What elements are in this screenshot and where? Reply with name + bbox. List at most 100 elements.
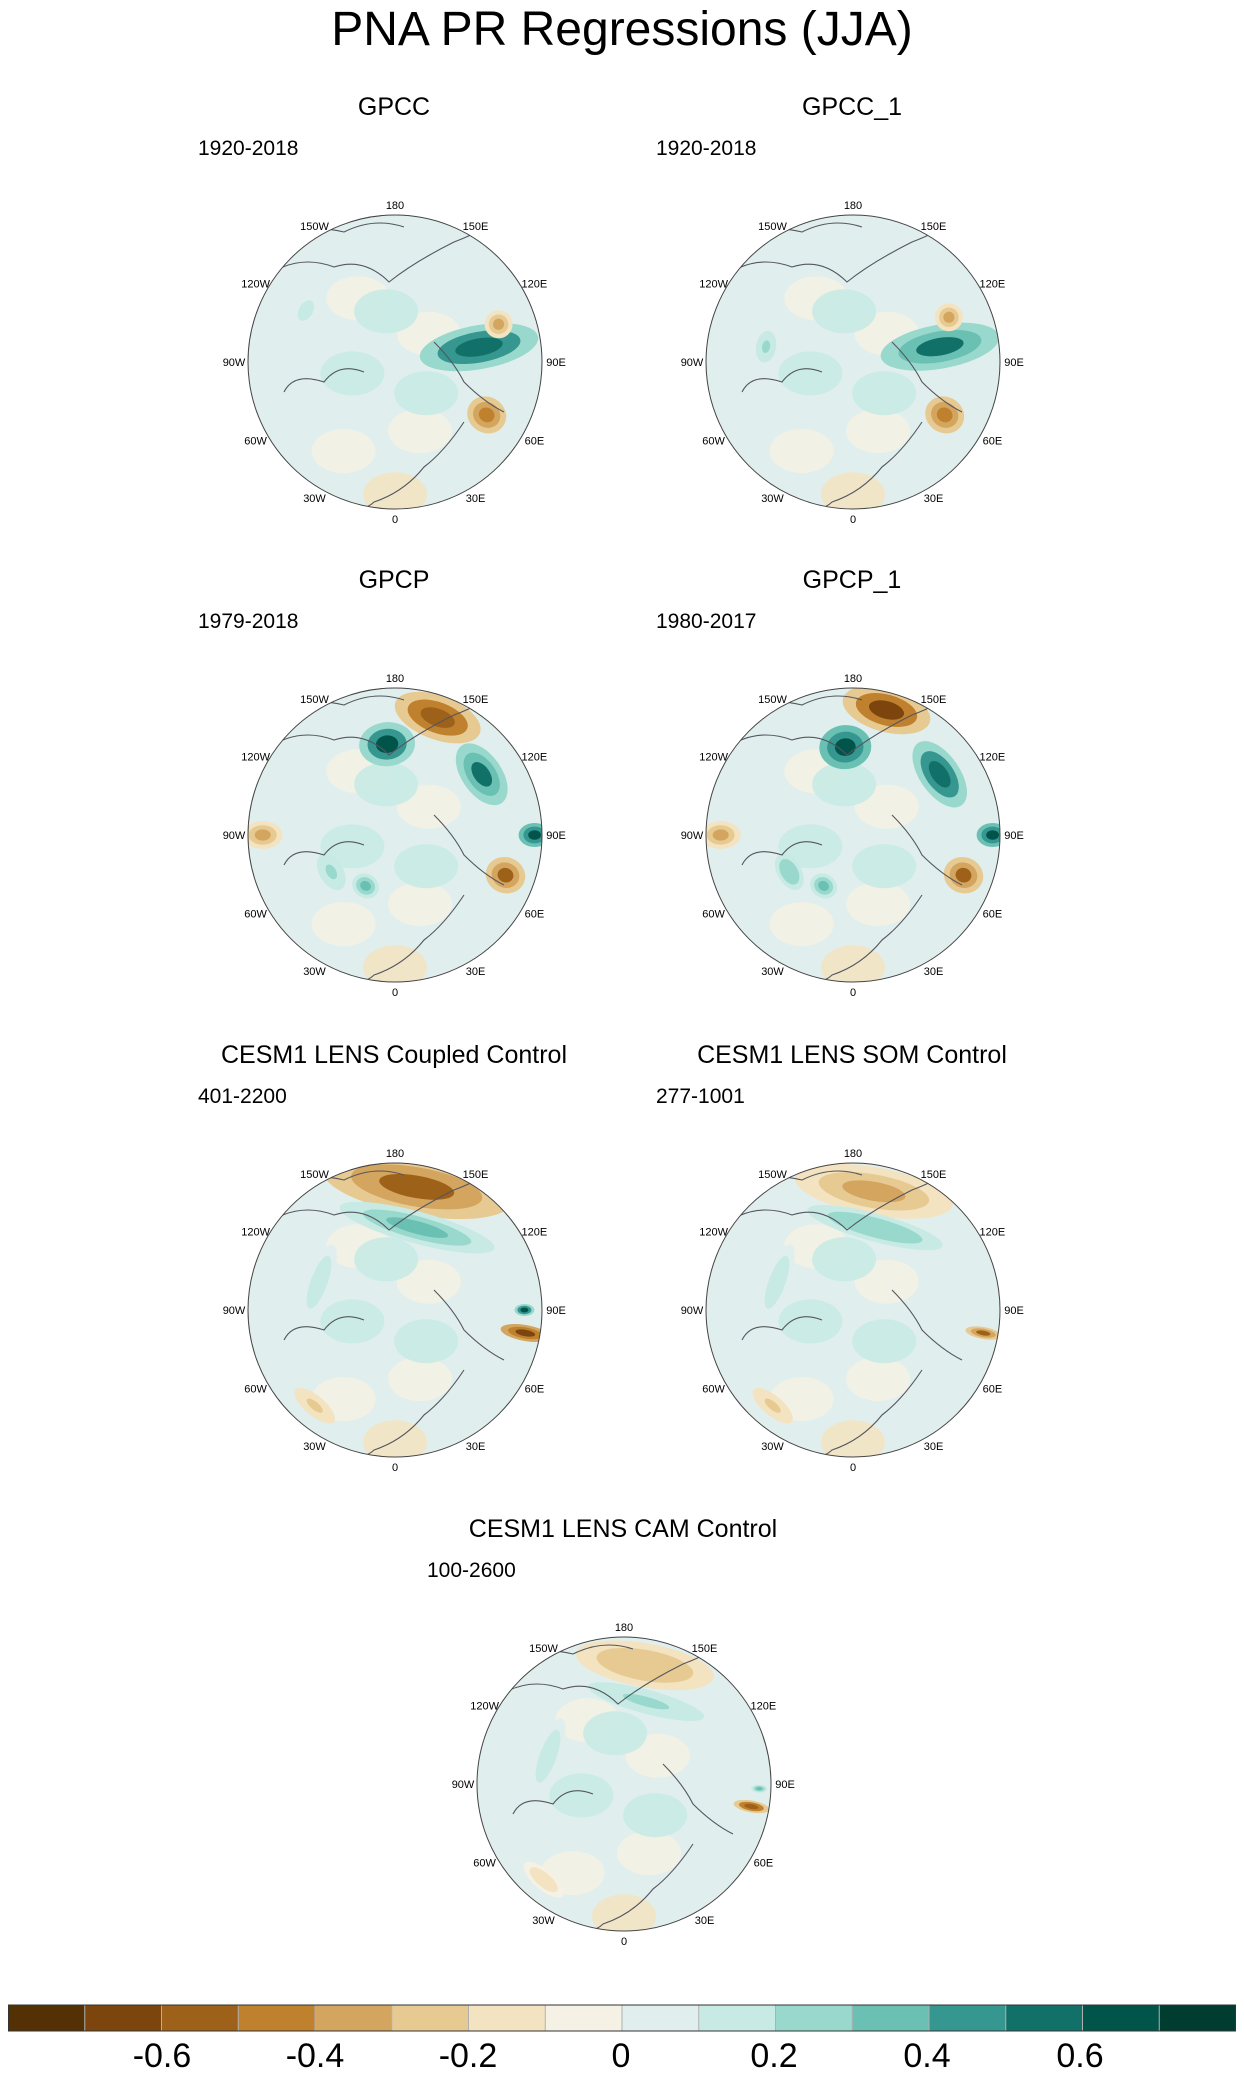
- longitude-label: 60E: [525, 1384, 545, 1396]
- anomaly-contour: [762, 340, 771, 354]
- map-panel: GPCC 1920-2018 180 150E 120E 90E 60E 30E 0 30W 6…: [164, 92, 624, 562]
- anomaly-contour: [471, 761, 493, 787]
- anomaly-contour: [744, 1803, 759, 1810]
- longitude-label: 90E: [546, 357, 566, 369]
- colorbar: [8, 2004, 1236, 2032]
- longitude-label: 60E: [983, 1384, 1003, 1396]
- longitude-label: 180: [615, 1622, 633, 1634]
- weak-anomaly-patch: [778, 824, 843, 869]
- longitude-label: 90E: [1004, 830, 1024, 842]
- coastline: [741, 1316, 823, 1341]
- longitude-label: 150E: [463, 221, 489, 233]
- anomaly-contour: [311, 1267, 327, 1298]
- weak-anomaly-patch: [320, 1299, 385, 1344]
- colorbar-tick-label: 0: [611, 2037, 631, 2075]
- longitude-label: 0: [850, 987, 856, 999]
- colorbar-tick-label: -0.6: [132, 2037, 192, 2075]
- longitude-label: 60W: [702, 1384, 725, 1396]
- anomaly-contour: [515, 1329, 536, 1337]
- colorbar-swatch: [545, 2005, 623, 2031]
- longitude-label: 0: [850, 1462, 856, 1474]
- weak-anomaly-patch: [394, 844, 459, 889]
- weak-anomaly-patch: [846, 409, 911, 454]
- longitude-label: 60W: [702, 909, 725, 921]
- longitude-label: 30W: [303, 1441, 326, 1453]
- longitude-label: 60W: [244, 909, 267, 921]
- anomaly-contour: [528, 830, 542, 840]
- anomaly-contour: [756, 1787, 763, 1791]
- longitude-label: 150W: [300, 694, 329, 706]
- longitude-label: 180: [386, 200, 404, 212]
- colorbar-swatch: [622, 2005, 700, 2031]
- weak-anomaly-patch: [354, 762, 419, 807]
- weak-anomaly-patch: [769, 902, 834, 947]
- map-panel: GPCC_1 1920-2018 180 150E 120E 90E 60E 30E 0 30…: [622, 92, 1082, 562]
- coastline: [283, 368, 365, 393]
- longitude-label: 120W: [699, 1227, 728, 1239]
- colorbar-tick-label: -0.2: [438, 2037, 498, 2075]
- longitude-label: 30E: [466, 1441, 486, 1453]
- anomaly-contour: [493, 318, 505, 330]
- longitude-label: 150W: [758, 1169, 787, 1181]
- weak-anomaly-patch: [388, 409, 453, 454]
- polar-map: 180 150E 120E 90E 60E 30E 0 30W 60W 90W 120W 150W: [681, 200, 1024, 526]
- longitude-label: 60E: [754, 1858, 774, 1870]
- weak-anomaly-patch: [846, 882, 911, 927]
- anomaly-contour: [818, 880, 830, 891]
- anomaly-contour: [976, 1330, 991, 1336]
- anomaly-contour: [943, 311, 955, 323]
- colorbar-swatch: [929, 2005, 1007, 2031]
- longitude-label: 30E: [466, 493, 486, 505]
- longitude-label: 150E: [692, 1643, 718, 1655]
- weak-anomaly-patch: [769, 429, 834, 474]
- longitude-label: 150W: [758, 221, 787, 233]
- anomaly-contour: [497, 867, 514, 883]
- anomaly-contour: [834, 738, 856, 756]
- anomaly-contour: [783, 864, 796, 880]
- longitude-label: 30W: [761, 1441, 784, 1453]
- map-border: [705, 687, 1001, 983]
- map-border: [705, 214, 1001, 510]
- longitude-label: 120W: [241, 279, 270, 291]
- panel-title: GPCP_1: [802, 566, 902, 594]
- longitude-label: 0: [621, 1936, 627, 1948]
- weak-anomaly-patch: [363, 1420, 427, 1457]
- longitude-label: 150E: [921, 221, 947, 233]
- panel-period: 1980-2017: [656, 610, 757, 633]
- colorbar-swatch: [698, 2005, 776, 2031]
- colorbar-swatch: [391, 2005, 469, 2031]
- colorbar-swatch: [8, 2005, 86, 2031]
- anomaly-contour: [520, 1307, 529, 1313]
- longitude-label: 60E: [525, 909, 545, 921]
- coastline: [433, 1289, 505, 1361]
- colorbar-swatch: [84, 2005, 162, 2031]
- weak-anomaly-patch: [354, 289, 419, 334]
- map-border: [247, 214, 543, 510]
- coastline: [512, 1790, 594, 1815]
- longitude-label: 90E: [775, 1779, 795, 1791]
- longitude-label: 60E: [525, 436, 545, 448]
- anomaly-contour: [916, 337, 964, 357]
- anomaly-contour: [764, 1398, 781, 1413]
- anomaly-contour: [386, 1217, 449, 1238]
- weak-anomaly-patch: [821, 945, 885, 982]
- polar-map: 180 150E 120E 90E 60E 30E 0 30W 60W 90W 120W 150W: [223, 673, 566, 999]
- colorbar-tick-label: -0.4: [285, 2037, 345, 2075]
- weak-anomaly-patch: [778, 1299, 843, 1344]
- weak-anomaly-patch: [623, 1793, 688, 1838]
- coastline: [662, 1763, 734, 1835]
- longitude-label: 60E: [983, 436, 1003, 448]
- anomaly-contour: [325, 864, 338, 880]
- longitude-label: 90E: [546, 1305, 566, 1317]
- longitude-label: 90W: [681, 1305, 704, 1317]
- colorbar-swatch: [852, 2005, 930, 2031]
- longitude-label: 150W: [300, 221, 329, 233]
- longitude-label: 90W: [223, 1305, 246, 1317]
- weak-anomaly-patch: [821, 1420, 885, 1457]
- anomaly-contour: [254, 829, 271, 841]
- map-panel: CESM1 LENS Coupled Control 401-2200 180 1…: [164, 1040, 624, 1510]
- anomaly-contour: [868, 700, 905, 720]
- anomaly-contour: [622, 1693, 670, 1710]
- weak-anomaly-patch: [311, 902, 376, 947]
- colorbar-tick-label: 0.4: [903, 2037, 951, 2075]
